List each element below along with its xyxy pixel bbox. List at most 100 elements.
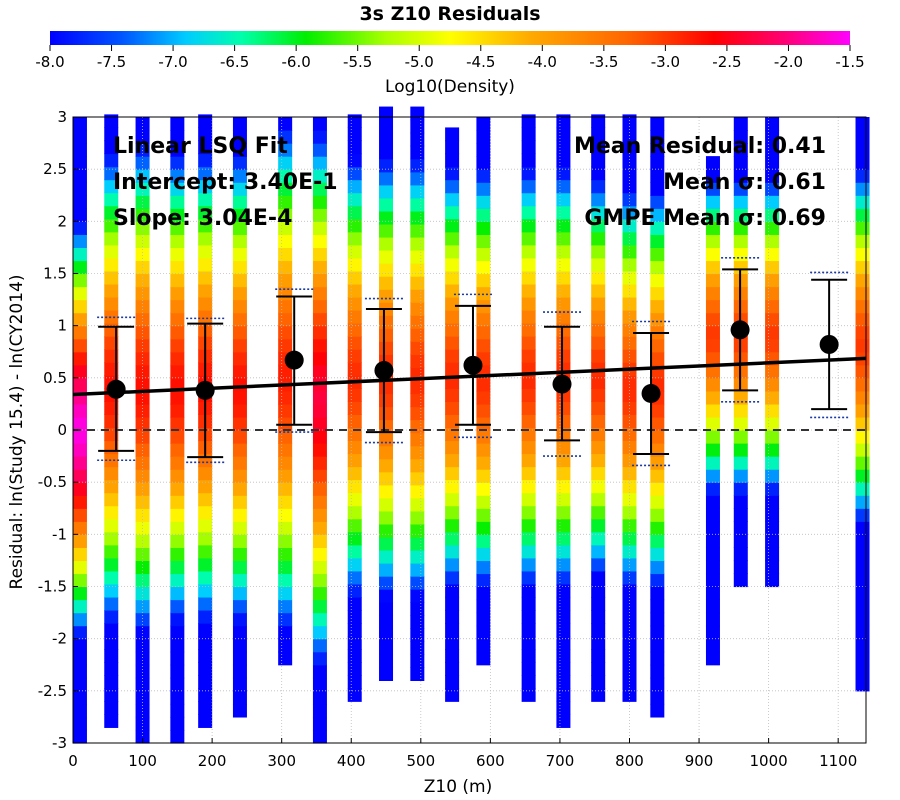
density-cell bbox=[855, 195, 870, 209]
density-cell bbox=[312, 716, 327, 731]
density-cell bbox=[591, 505, 606, 520]
density-cell bbox=[622, 609, 637, 624]
density-cell bbox=[379, 458, 394, 473]
density-cell bbox=[445, 544, 460, 559]
density-cell bbox=[104, 466, 119, 481]
colorbar-tick-label: -7.0 bbox=[158, 53, 187, 71]
density-cell bbox=[705, 195, 720, 209]
density-cell bbox=[312, 586, 327, 601]
density-cell bbox=[72, 416, 87, 431]
density-cell bbox=[476, 482, 491, 496]
density-cell bbox=[591, 153, 606, 168]
density-cell bbox=[521, 453, 536, 468]
density-cell bbox=[170, 625, 185, 640]
density-cell bbox=[198, 153, 213, 168]
density-cell bbox=[476, 286, 491, 301]
density-cell bbox=[72, 247, 87, 262]
density-cell bbox=[232, 247, 247, 262]
density-cell bbox=[410, 536, 425, 551]
density-cell bbox=[278, 625, 293, 640]
density-cell bbox=[312, 338, 327, 353]
density-cell bbox=[521, 336, 536, 350]
density-cell bbox=[705, 377, 720, 392]
density-cell bbox=[198, 218, 213, 233]
density-cell bbox=[104, 349, 119, 363]
density-cell bbox=[476, 182, 491, 196]
density-cell bbox=[347, 323, 362, 337]
density-cell bbox=[135, 625, 150, 640]
density-cell bbox=[650, 117, 665, 131]
density-cell bbox=[104, 270, 119, 285]
density-cell bbox=[521, 636, 536, 650]
density-cell bbox=[104, 257, 119, 272]
density-cell bbox=[232, 430, 247, 444]
density-cell bbox=[379, 250, 394, 264]
density-cell bbox=[705, 221, 720, 235]
density-cell bbox=[104, 362, 119, 376]
density-cell bbox=[104, 192, 119, 207]
density-cell bbox=[591, 662, 606, 676]
density-cell bbox=[650, 664, 665, 679]
density-cell bbox=[622, 323, 637, 337]
colorbar-tick-label: -7.5 bbox=[97, 53, 126, 71]
density-cell bbox=[312, 130, 327, 144]
density-cell bbox=[556, 492, 571, 507]
density-cell bbox=[622, 244, 637, 259]
density-cell bbox=[410, 484, 425, 499]
density-cell bbox=[476, 560, 491, 575]
density-cell bbox=[410, 197, 425, 212]
density-cell bbox=[622, 192, 637, 207]
density-cell bbox=[650, 599, 665, 614]
density-cell bbox=[591, 518, 606, 533]
y-tick-label: -2.5 bbox=[38, 682, 67, 700]
density-cell bbox=[733, 430, 748, 444]
density-cell bbox=[556, 636, 571, 650]
density-cell bbox=[347, 388, 362, 402]
density-cell bbox=[232, 130, 247, 144]
density-cell bbox=[650, 403, 665, 418]
density-cell bbox=[312, 208, 327, 222]
density-cell bbox=[855, 508, 870, 522]
density-cell bbox=[170, 390, 185, 405]
density-cell bbox=[622, 349, 637, 363]
density-cell bbox=[445, 688, 460, 702]
density-cell bbox=[379, 158, 394, 173]
density-cell bbox=[556, 623, 571, 637]
mean-sigma: Mean σ: 0.61 bbox=[663, 170, 826, 195]
density-cell bbox=[591, 583, 606, 598]
density-cell bbox=[556, 140, 571, 155]
colorbar-tick-label: -6.5 bbox=[220, 53, 249, 71]
density-cell bbox=[170, 469, 185, 483]
density-cell bbox=[312, 534, 327, 548]
density-cell bbox=[72, 599, 87, 614]
density-cell bbox=[445, 323, 460, 337]
density-cell bbox=[855, 495, 870, 509]
density-cell bbox=[650, 312, 665, 327]
density-cell bbox=[170, 338, 185, 353]
density-cell bbox=[135, 195, 150, 209]
density-cell bbox=[347, 153, 362, 168]
density-cell bbox=[650, 573, 665, 588]
density-cell bbox=[104, 310, 119, 324]
density-cell bbox=[379, 641, 394, 655]
density-cell bbox=[591, 636, 606, 650]
density-cell bbox=[410, 419, 425, 434]
density-cell bbox=[521, 570, 536, 585]
density-cell bbox=[72, 716, 87, 731]
x-tick-label: 100 bbox=[128, 752, 157, 770]
density-cell bbox=[650, 169, 665, 183]
density-cell bbox=[379, 484, 394, 499]
density-cell bbox=[591, 310, 606, 324]
density-cell bbox=[198, 649, 213, 663]
density-cell bbox=[312, 195, 327, 209]
density-cell bbox=[379, 341, 394, 355]
density-cell bbox=[232, 273, 247, 288]
density-cell bbox=[312, 403, 327, 418]
density-cell bbox=[232, 469, 247, 483]
density-cell bbox=[445, 557, 460, 572]
density-cell bbox=[410, 171, 425, 186]
density-cell bbox=[410, 576, 425, 590]
density-cell bbox=[705, 273, 720, 288]
density-cell bbox=[445, 257, 460, 272]
density-cell bbox=[104, 166, 119, 181]
